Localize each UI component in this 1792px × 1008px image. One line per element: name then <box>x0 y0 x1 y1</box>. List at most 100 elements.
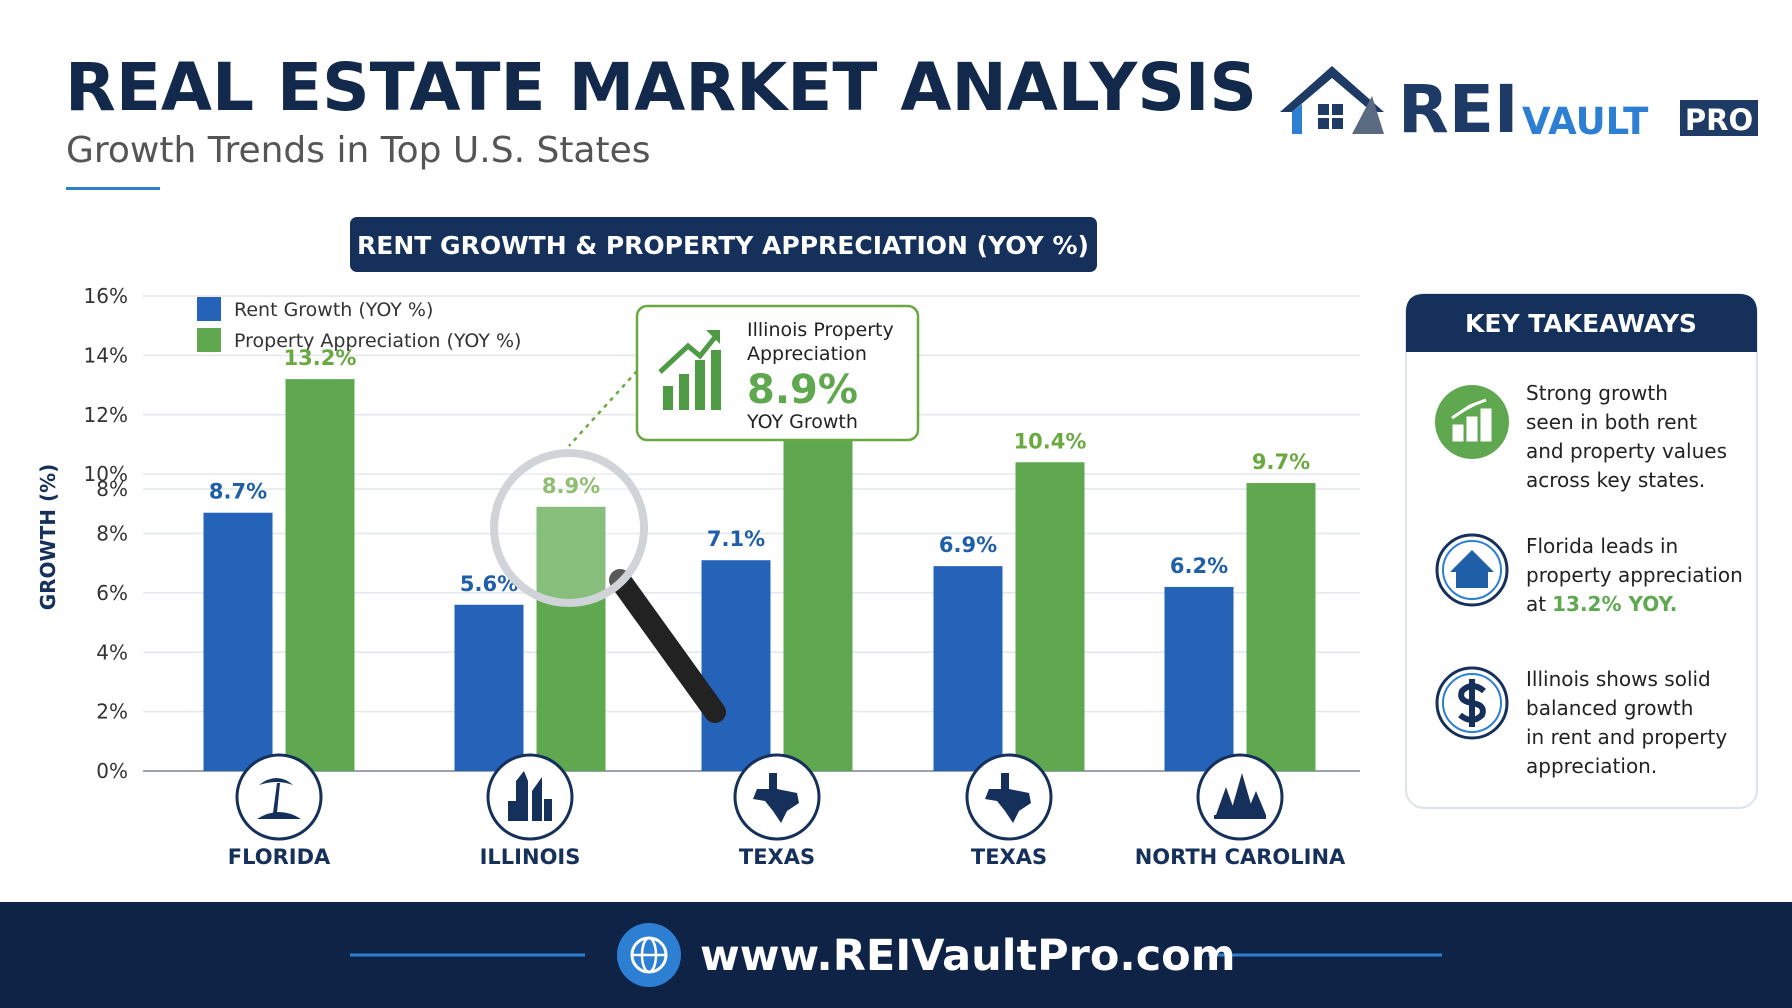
y-tick-label: 16% <box>84 284 128 308</box>
bar <box>783 435 853 771</box>
state-icon <box>235 753 323 841</box>
takeaway-text: in rent and property <box>1526 725 1727 749</box>
takeaway-highlight: 13.2% YOY. <box>1552 592 1677 616</box>
y-tick-label: 12% <box>84 403 128 427</box>
logo-pro-box <box>1680 100 1758 136</box>
takeaway-prefix: at <box>1526 592 1546 616</box>
value-label: 8.9% <box>542 474 600 498</box>
state-glyph <box>985 773 1031 823</box>
value-label: 7.1% <box>707 527 765 551</box>
callout-icon-bar <box>663 386 673 410</box>
value-label: 10.4% <box>1014 429 1087 453</box>
logo-window <box>1318 104 1329 115</box>
legend-label: Rent Growth (YOY %) <box>234 299 433 321</box>
state-glyph <box>257 778 301 819</box>
bar <box>1246 483 1316 771</box>
callout-caption: YOY Growth <box>746 411 858 433</box>
bar <box>933 566 1003 771</box>
bar <box>454 604 524 771</box>
bar <box>1164 586 1234 771</box>
y-tick-label: 8% <box>96 477 128 501</box>
logo-window <box>1332 118 1343 129</box>
magnifier-handle <box>609 569 726 723</box>
state-icon <box>486 753 574 841</box>
x-tick-label: FLORIDA <box>228 845 331 869</box>
y-tick-label: 4% <box>96 640 128 664</box>
callout-pointer <box>568 370 638 447</box>
takeaway-text: and property values <box>1526 439 1727 463</box>
y-tick-label: 2% <box>96 700 128 724</box>
value-label: 8.7% <box>209 480 267 504</box>
takeaway-glyph <box>1458 679 1486 727</box>
y-axis-label: GROWTH (%) <box>36 464 60 611</box>
callout-title: Illinois Property <box>747 319 894 341</box>
globe-icon <box>617 923 681 987</box>
title: REAL ESTATE MARKET ANALYSIS <box>65 49 1257 126</box>
takeaway-glyph <box>1450 550 1494 588</box>
callout-value: 8.9% <box>747 367 858 413</box>
callout-box <box>635 304 920 442</box>
chart-title: RENT GROWTH & PROPERTY APPRECIATION (YOY… <box>357 231 1089 260</box>
underline <box>66 187 160 190</box>
logo-pro: PRO <box>1685 103 1753 137</box>
takeaway-text: at 13.2% YOY. <box>1526 592 1677 616</box>
callout-icon-arrow <box>658 334 718 374</box>
bar <box>285 379 355 771</box>
callout-icon-head <box>706 330 720 344</box>
footer <box>0 902 1792 1008</box>
logo-window <box>1332 104 1343 115</box>
takeaway-text: balanced growth <box>1526 696 1693 720</box>
value-label: 13.2% <box>284 346 357 370</box>
takeaway-glyph <box>1451 398 1492 442</box>
value-label: 9.7% <box>1252 450 1310 474</box>
y-tick-label: 8% <box>96 522 128 546</box>
state-glyph <box>1214 773 1266 819</box>
x-tick-label: TEXAS <box>739 845 815 869</box>
takeaways-panel: KEY TAKEAWAYS Strong growth seen in both … <box>1405 293 1758 809</box>
takeaway-text: appreciation. <box>1526 754 1657 778</box>
subtitle: Growth Trends in Top U.S. States <box>66 130 651 171</box>
logo-wall <box>1292 104 1302 134</box>
logo-vault: VAULT <box>1522 100 1649 143</box>
footer-url: www.REIVaultPro.com <box>700 931 1236 981</box>
callout-icon-bar <box>679 374 689 410</box>
bar <box>1015 462 1085 771</box>
takeaway-text: Illinois shows solid <box>1526 667 1711 691</box>
x-tick-label: NORTH CAROLINA <box>1135 845 1346 869</box>
plot: 0%2%4%6%8%8%10%12%14%16%Rent Growth (YOY… <box>84 284 1360 869</box>
state-glyph <box>753 773 799 823</box>
takeaway-text: Strong growth <box>1526 381 1668 405</box>
logo-window <box>1318 118 1329 129</box>
legend-swatch <box>197 328 221 352</box>
panel-title: KEY TAKEAWAYS <box>1465 309 1697 338</box>
bar <box>701 560 771 771</box>
takeaway-icon-ring <box>1442 673 1502 733</box>
value-label: 6.9% <box>939 533 997 557</box>
legend-label: Property Appreciation (YOY %) <box>234 330 521 352</box>
y-tick-label: 0% <box>96 759 128 783</box>
bar <box>203 512 273 771</box>
logo-main: REI <box>1398 71 1518 148</box>
logo: REI VAULT PRO <box>1280 66 1758 148</box>
takeaway-text: seen in both rent <box>1526 410 1697 434</box>
chart-title-box <box>350 217 1097 272</box>
y-tick-label: 6% <box>96 581 128 605</box>
logo-accent <box>1352 96 1384 134</box>
legend-swatch <box>197 297 221 321</box>
state-glyph <box>508 771 552 821</box>
callout-title: Appreciation <box>747 343 867 365</box>
value-label: 6.2% <box>1170 554 1228 578</box>
callout-icon-bar <box>711 350 721 410</box>
callout-icon-bar <box>695 360 705 410</box>
takeaway-text: Florida leads in <box>1526 534 1678 558</box>
takeaway-text: across key states. <box>1526 468 1705 492</box>
takeaway-text: property appreciation <box>1526 563 1743 587</box>
panel-header <box>1406 294 1757 352</box>
y-tick-label: 14% <box>84 343 128 367</box>
x-tick-label: TEXAS <box>971 845 1047 869</box>
y-tick-label: 10% <box>84 462 128 486</box>
bar <box>536 506 606 771</box>
magnifier-lens <box>490 449 648 607</box>
x-tick-label: ILLINOIS <box>480 845 581 869</box>
